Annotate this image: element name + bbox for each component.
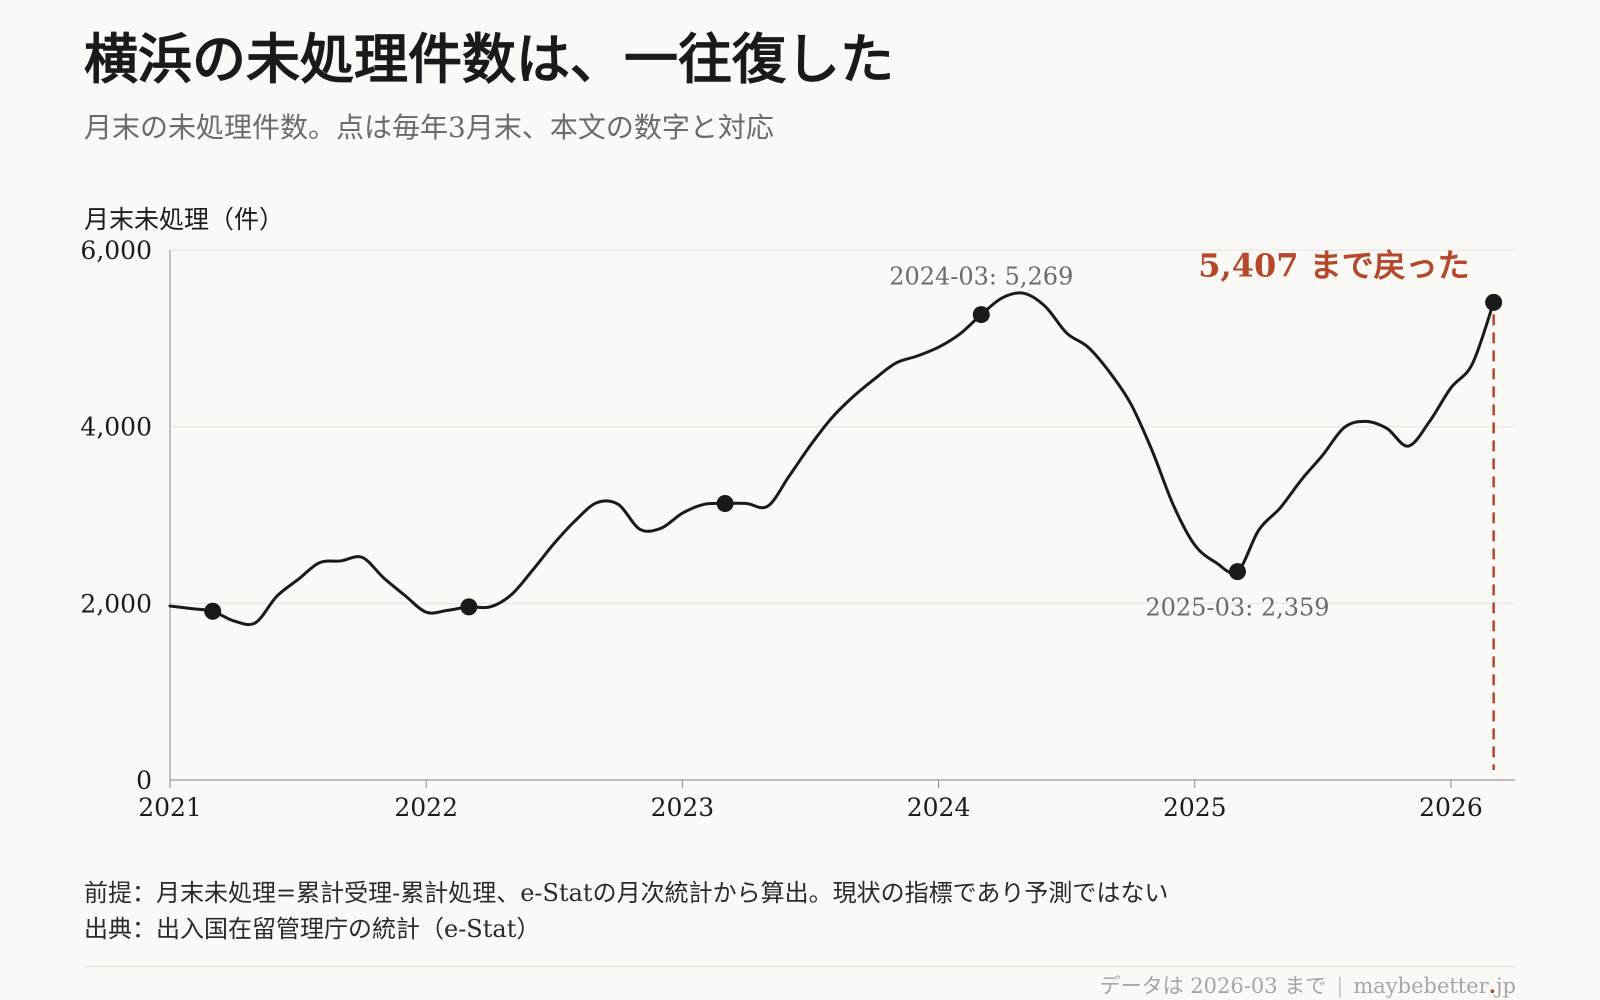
data-label: 2025-03: 2,359	[1145, 594, 1329, 622]
march-points	[204, 293, 1503, 620]
notes: 前提：月末未処理=累計受理-累計処理、e-Statの月次統計から算出。現状の指標…	[84, 875, 1168, 947]
x-tick-label: 2021	[138, 793, 202, 822]
footer: データは 2026-03 まで | maybebetter.jp	[1100, 970, 1516, 1000]
y-tick-label: 0	[136, 766, 152, 795]
site-tld: jp	[1496, 974, 1516, 998]
chart-subtitle: 月末の未処理件数。点は毎年3月末、本文の数字と対応	[84, 111, 774, 144]
x-tick-label: 2022	[394, 793, 458, 822]
series-group	[168, 291, 1496, 627]
y-tick-label: 6,000	[80, 236, 152, 265]
x-tick-label: 2025	[1163, 793, 1227, 822]
footer-separator: |	[1336, 974, 1344, 998]
x-tick-labels: 2021 2022 2023 2024 2025 2026	[138, 793, 1483, 822]
march-point	[460, 598, 478, 616]
gridlines	[170, 249, 1515, 604]
series-line	[168, 291, 1496, 627]
site-dot: .	[1488, 973, 1497, 998]
march-point	[716, 495, 734, 513]
site-link[interactable]: maybebetter.jp	[1353, 973, 1516, 998]
march-point	[1485, 293, 1503, 311]
y-tick-label: 4,000	[80, 413, 152, 442]
y-axis-label: 月末未処理（件）	[84, 205, 285, 234]
axes	[169, 250, 1515, 788]
site-name: maybebetter	[1353, 974, 1489, 998]
footer-divider	[84, 966, 1516, 967]
data-through-text: データは 2026-03 まで	[1099, 974, 1327, 998]
y-tick-label: 2,000	[80, 589, 152, 618]
premise-note: 前提：月末未処理=累計受理-累計処理、e-Statの月次統計から算出。現状の指標…	[84, 879, 1169, 907]
x-tick-label: 2023	[651, 793, 715, 822]
data-label: 2024-03: 5,269	[889, 263, 1073, 291]
chart-title: 横浜の未処理件数は、一往復した	[84, 27, 894, 91]
data-labels: 2024-03: 5,269 2025-03: 2,359 5,407 まで戻った	[889, 246, 1469, 621]
march-point	[1228, 563, 1246, 581]
source-note: 出典：出入国在留管理庁の統計（e-Stat）	[84, 915, 541, 943]
x-tick-label: 2024	[907, 793, 971, 822]
march-point	[204, 602, 222, 620]
march-point	[972, 306, 990, 324]
x-tick-label: 2026	[1419, 793, 1483, 822]
highlight-label: 5,407 まで戻った	[1198, 246, 1469, 284]
y-tick-labels: 0 2,000 4,000 6,000	[80, 236, 152, 795]
